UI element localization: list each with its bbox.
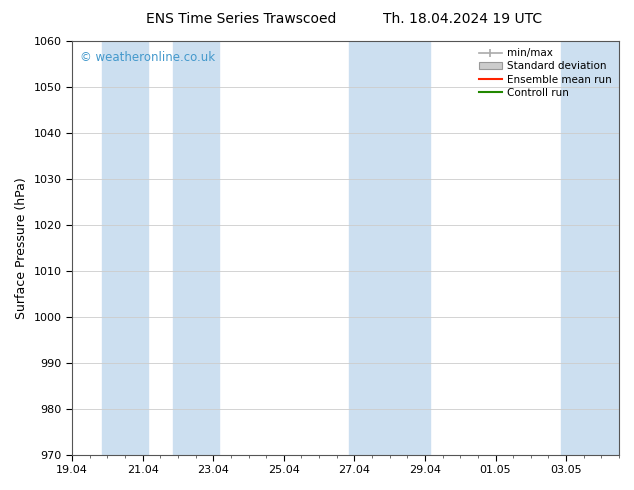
Text: ENS Time Series Trawscoed: ENS Time Series Trawscoed [146, 12, 336, 26]
Bar [172, 41, 219, 455]
Legend: min/max, Standard deviation, Ensemble mean run, Controll run: min/max, Standard deviation, Ensemble me… [475, 44, 616, 102]
Bar [349, 41, 372, 455]
Text: Th. 18.04.2024 19 UTC: Th. 18.04.2024 19 UTC [384, 12, 542, 26]
Text: © weatheronline.co.uk: © weatheronline.co.uk [81, 51, 216, 64]
Bar [102, 41, 148, 455]
Y-axis label: Surface Pressure (hPa): Surface Pressure (hPa) [15, 177, 28, 318]
Bar [561, 41, 619, 455]
Bar [372, 41, 430, 455]
